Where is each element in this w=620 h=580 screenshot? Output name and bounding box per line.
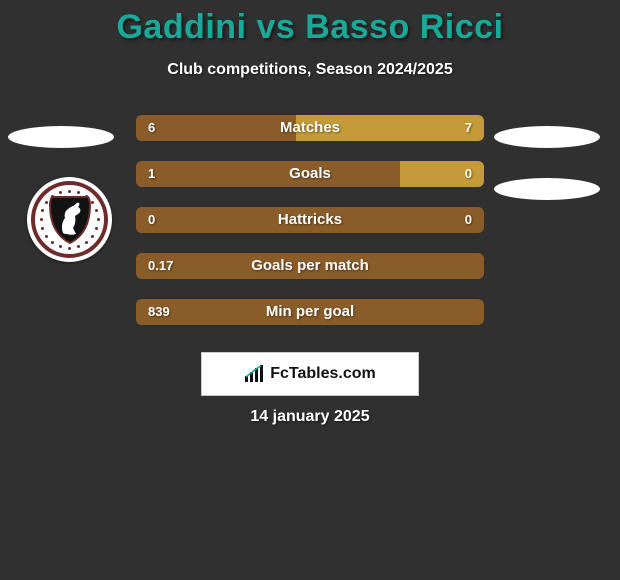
stat-bar-left (136, 253, 467, 279)
stat-row: Hattricks00 (0, 207, 620, 233)
stat-row: Matches67 (0, 115, 620, 141)
stat-value-left: 839 (148, 299, 170, 325)
stat-value-left: 1 (148, 161, 155, 187)
title-mid: vs (247, 8, 306, 46)
stat-bar-left (136, 299, 467, 325)
brand-text: FcTables.com (270, 365, 376, 383)
stat-value-right: 0 (465, 161, 472, 187)
stat-bar-left (136, 207, 310, 233)
date-text: 14 january 2025 (0, 408, 620, 426)
brand-box: FcTables.com (201, 352, 419, 396)
stat-row: Goals10 (0, 161, 620, 187)
stat-track (136, 115, 484, 141)
stat-track (136, 253, 484, 279)
stat-bar-right (296, 115, 484, 141)
stat-value-left: 6 (148, 115, 155, 141)
page-title: Gaddini vs Basso Ricci (0, 0, 620, 47)
stat-value-right: 7 (465, 115, 472, 141)
stat-bar-left (136, 161, 400, 187)
stat-value-right: 0 (465, 207, 472, 233)
stat-row: Min per goal839 (0, 299, 620, 325)
stat-row: Goals per match0.17 (0, 253, 620, 279)
stat-value-left: 0.17 (148, 253, 173, 279)
title-left: Gaddini (116, 8, 246, 46)
stat-track (136, 161, 484, 187)
stat-track (136, 299, 484, 325)
bars-icon (244, 365, 266, 383)
stat-value-left: 0 (148, 207, 155, 233)
title-right: Basso Ricci (305, 8, 503, 46)
stat-bar-left (136, 115, 296, 141)
page-subtitle: Club competitions, Season 2024/2025 (0, 61, 620, 79)
stat-track (136, 207, 484, 233)
